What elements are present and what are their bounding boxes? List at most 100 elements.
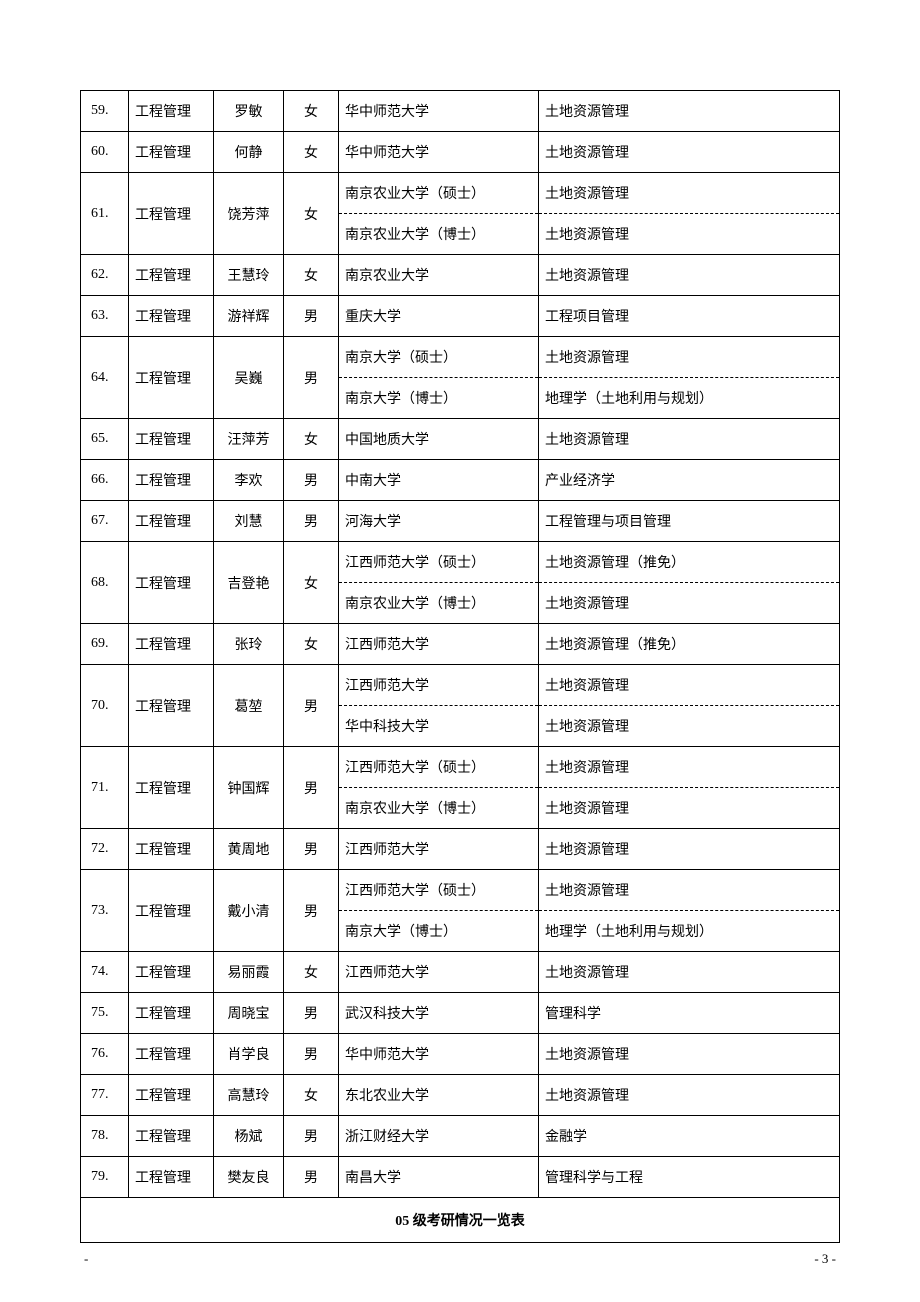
row-name: 黄周地 <box>214 829 284 870</box>
row-field-item: 土地资源管理 <box>539 583 839 623</box>
row-major: 工程管理 <box>129 1075 214 1116</box>
row-field-item: 地理学（土地利用与规划） <box>539 378 839 418</box>
row-field: 土地资源管理（推免）土地资源管理 <box>539 542 840 624</box>
row-school: 江西师范大学华中科技大学 <box>339 665 539 747</box>
row-name: 易丽霞 <box>214 952 284 993</box>
row-name: 葛堃 <box>214 665 284 747</box>
row-number: 69. <box>81 624 129 665</box>
row-number: 79. <box>81 1157 129 1198</box>
row-number: 66. <box>81 460 129 501</box>
row-gender: 男 <box>284 1034 339 1075</box>
table-row: 76.工程管理肖学良男华中师范大学土地资源管理 <box>81 1034 840 1075</box>
row-number: 67. <box>81 501 129 542</box>
row-number: 73. <box>81 870 129 952</box>
table-row: 59.工程管理罗敏女华中师范大学土地资源管理 <box>81 91 840 132</box>
row-field-item: 土地资源管理 <box>539 173 839 214</box>
table-row: 60.工程管理何静女华中师范大学土地资源管理 <box>81 132 840 173</box>
row-school: 江西师范大学 <box>339 624 539 665</box>
row-major: 工程管理 <box>129 173 214 255</box>
row-name: 樊友良 <box>214 1157 284 1198</box>
row-field: 土地资源管理土地资源管理 <box>539 747 840 829</box>
row-name: 王慧玲 <box>214 255 284 296</box>
page-footer: - - 3 - <box>80 1251 840 1267</box>
row-gender: 男 <box>284 501 339 542</box>
row-school: 华中师范大学 <box>339 91 539 132</box>
row-school-item: 南京大学（博士） <box>339 911 538 951</box>
table-row: 66.工程管理李欢男中南大学产业经济学 <box>81 460 840 501</box>
row-field: 土地资源管理土地资源管理 <box>539 665 840 747</box>
row-school: 江西师范大学（硕士）南京农业大学（博士） <box>339 542 539 624</box>
row-gender: 女 <box>284 1075 339 1116</box>
row-school-item: 南京农业大学（硕士） <box>339 173 538 214</box>
footer-left: - <box>84 1251 88 1267</box>
row-major: 工程管理 <box>129 993 214 1034</box>
row-field: 土地资源管理 <box>539 132 840 173</box>
row-gender: 女 <box>284 542 339 624</box>
row-number: 65. <box>81 419 129 460</box>
row-number: 74. <box>81 952 129 993</box>
row-field: 土地资源管理 <box>539 829 840 870</box>
row-number: 70. <box>81 665 129 747</box>
row-name: 吉登艳 <box>214 542 284 624</box>
table-row: 75.工程管理周晓宝男武汉科技大学管理科学 <box>81 993 840 1034</box>
row-gender: 男 <box>284 1157 339 1198</box>
row-school-item: 南京农业大学（博士） <box>339 788 538 828</box>
table-row: 65.工程管理汪萍芳女中国地质大学土地资源管理 <box>81 419 840 460</box>
row-school: 重庆大学 <box>339 296 539 337</box>
table-row: 72.工程管理黄周地男江西师范大学土地资源管理 <box>81 829 840 870</box>
row-gender: 女 <box>284 255 339 296</box>
row-field-item: 土地资源管理 <box>539 870 839 911</box>
row-school: 南昌大学 <box>339 1157 539 1198</box>
row-name: 李欢 <box>214 460 284 501</box>
row-number: 77. <box>81 1075 129 1116</box>
row-school: 南京农业大学 <box>339 255 539 296</box>
row-field: 土地资源管理地理学（土地利用与规划） <box>539 337 840 419</box>
row-field: 土地资源管理 <box>539 952 840 993</box>
table-row: 63.工程管理游祥辉男重庆大学工程项目管理 <box>81 296 840 337</box>
row-major: 工程管理 <box>129 1034 214 1075</box>
row-gender: 男 <box>284 337 339 419</box>
row-school: 武汉科技大学 <box>339 993 539 1034</box>
row-gender: 女 <box>284 419 339 460</box>
row-gender: 男 <box>284 1116 339 1157</box>
row-number: 60. <box>81 132 129 173</box>
row-number: 59. <box>81 91 129 132</box>
table-row: 70.工程管理葛堃男江西师范大学华中科技大学土地资源管理土地资源管理 <box>81 665 840 747</box>
row-number: 78. <box>81 1116 129 1157</box>
row-name: 吴巍 <box>214 337 284 419</box>
row-field-item: 土地资源管理 <box>539 214 839 254</box>
row-field: 管理科学与工程 <box>539 1157 840 1198</box>
row-school: 华中师范大学 <box>339 132 539 173</box>
row-school: 江西师范大学 <box>339 829 539 870</box>
table-row: 64.工程管理吴巍男南京大学（硕士）南京大学（博士）土地资源管理地理学（土地利用… <box>81 337 840 419</box>
row-field: 产业经济学 <box>539 460 840 501</box>
table-footer-title: 05 级考研情况一览表 <box>81 1198 840 1243</box>
row-major: 工程管理 <box>129 747 214 829</box>
row-school: 河海大学 <box>339 501 539 542</box>
row-major: 工程管理 <box>129 952 214 993</box>
row-gender: 女 <box>284 952 339 993</box>
row-field: 管理科学 <box>539 993 840 1034</box>
table-row: 77.工程管理高慧玲女东北农业大学土地资源管理 <box>81 1075 840 1116</box>
row-school-item: 江西师范大学（硕士） <box>339 870 538 911</box>
row-major: 工程管理 <box>129 91 214 132</box>
row-name: 戴小清 <box>214 870 284 952</box>
row-gender: 男 <box>284 829 339 870</box>
row-name: 汪萍芳 <box>214 419 284 460</box>
row-school-item: 南京大学（博士） <box>339 378 538 418</box>
row-gender: 女 <box>284 132 339 173</box>
row-school-item: 南京农业大学（博士） <box>339 583 538 623</box>
row-number: 71. <box>81 747 129 829</box>
row-name: 杨斌 <box>214 1116 284 1157</box>
table-row: 69.工程管理张玲女江西师范大学土地资源管理（推免） <box>81 624 840 665</box>
row-school-item: 江西师范大学（硕士） <box>339 542 538 583</box>
row-gender: 男 <box>284 870 339 952</box>
row-name: 肖学良 <box>214 1034 284 1075</box>
row-school: 华中师范大学 <box>339 1034 539 1075</box>
row-number: 62. <box>81 255 129 296</box>
row-gender: 女 <box>284 173 339 255</box>
table-row: 73.工程管理戴小清男江西师范大学（硕士）南京大学（博士）土地资源管理地理学（土… <box>81 870 840 952</box>
table-row: 61.工程管理饶芳萍女南京农业大学（硕士）南京农业大学（博士）土地资源管理土地资… <box>81 173 840 255</box>
row-name: 罗敏 <box>214 91 284 132</box>
row-field: 工程项目管理 <box>539 296 840 337</box>
